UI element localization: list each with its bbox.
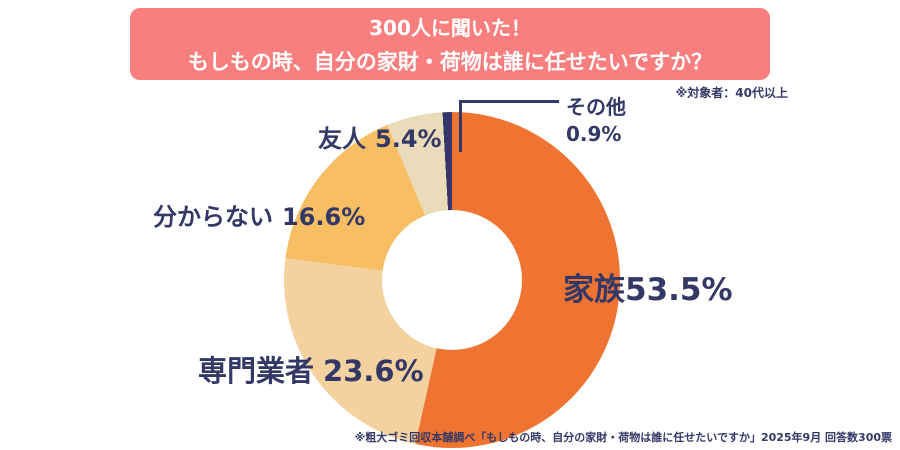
segment-label-unknown: 分からない 16.6% bbox=[153, 197, 365, 232]
segment-percent: 5.4% bbox=[375, 125, 442, 153]
leader-line-vertical bbox=[459, 100, 462, 152]
segment-label-other: その他 0.9% bbox=[566, 94, 626, 148]
title-banner: 300人に聞いた！ もしもの時、自分の家財・荷物は誰に任せたいですか？ bbox=[130, 8, 770, 80]
segment-percent: 0.9% bbox=[566, 122, 622, 146]
segment-name: 分からない bbox=[153, 203, 273, 231]
donut-chart bbox=[284, 112, 620, 448]
donut-hole bbox=[382, 210, 522, 350]
segment-name: 家族 bbox=[563, 272, 625, 308]
segment-label-family: 家族53.5% bbox=[563, 264, 733, 309]
segment-name: 友人 bbox=[318, 125, 366, 153]
segment-percent: 23.6% bbox=[323, 354, 424, 388]
audience-note: ※対象者：40代以上 bbox=[675, 86, 788, 100]
segment-label-professional: 専門業者 23.6% bbox=[198, 348, 424, 390]
title-line-2: もしもの時、自分の家財・荷物は誰に任せたいですか？ bbox=[187, 50, 713, 74]
segment-percent: 53.5% bbox=[625, 272, 733, 308]
segment-label-friend: 友人 5.4% bbox=[318, 119, 442, 154]
segment-percent: 16.6% bbox=[282, 203, 366, 231]
leader-line-horizontal bbox=[459, 100, 559, 103]
segment-name: 専門業者 bbox=[198, 354, 315, 388]
segment-name: その他 bbox=[566, 95, 626, 119]
title-line-1: 300人に聞いた！ bbox=[369, 16, 531, 40]
source-note: ※粗大ゴミ回収本舗調べ「もしもの時、自分の家財・荷物は誰に任せたいですか」202… bbox=[354, 431, 892, 444]
